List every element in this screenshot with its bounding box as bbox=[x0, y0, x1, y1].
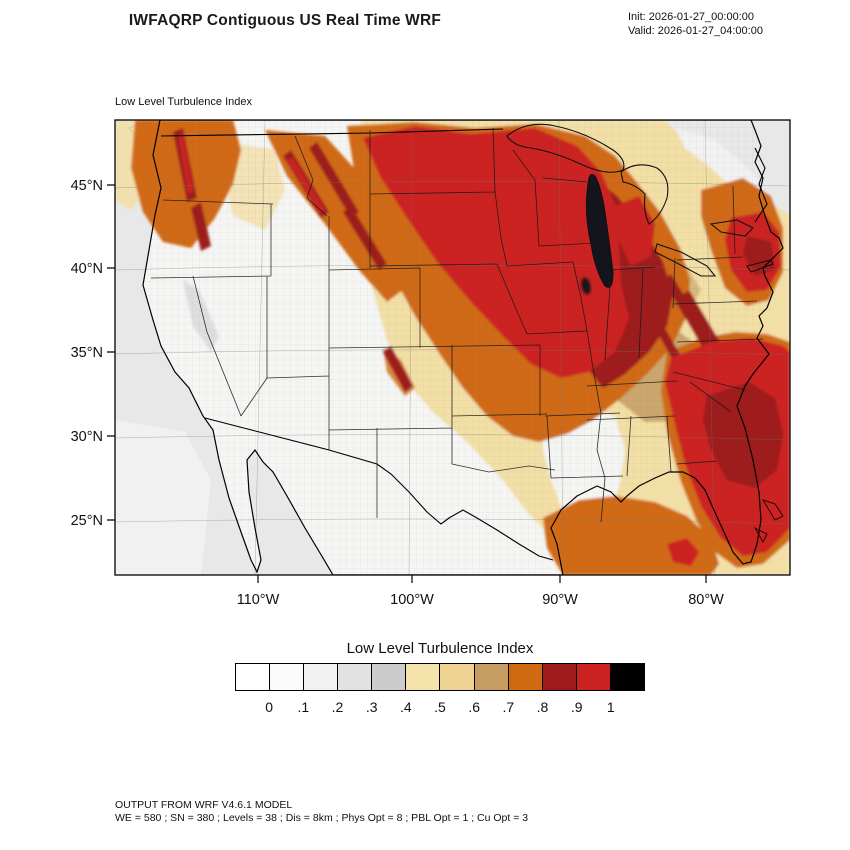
footer-line2: WE = 580 ; SN = 380 ; Levels = 38 ; Dis … bbox=[115, 812, 529, 824]
colorbar-tick-label: .9 bbox=[570, 699, 583, 715]
great-lakes bbox=[506, 123, 754, 288]
map-svg: 45°N 40°N 35°N 30°N 25°N 110°W 100°W 90°… bbox=[71, 119, 791, 608]
state-borders bbox=[150, 127, 764, 523]
colorbar-tick-label: .7 bbox=[502, 699, 515, 715]
colorbar-tick-label: .1 bbox=[297, 699, 310, 715]
colorbar-cell bbox=[405, 663, 441, 691]
x-tick-label: 80°W bbox=[688, 592, 724, 608]
y-tick-label: 30°N bbox=[71, 429, 103, 445]
colorbar-tick-label: .4 bbox=[399, 699, 412, 715]
y-tick-label: 35°N bbox=[71, 345, 103, 361]
colorbar-tick-label: .6 bbox=[468, 699, 480, 715]
lake-huron-outline bbox=[620, 164, 669, 225]
lake-erie-outline bbox=[654, 243, 717, 277]
axis-ticks bbox=[107, 184, 707, 583]
colorbar-cell bbox=[473, 663, 509, 691]
colorbar-cell bbox=[235, 663, 271, 691]
x-tick-label: 100°W bbox=[390, 592, 434, 608]
valid-time: Valid: 2026-01-27_04:00:00 bbox=[628, 25, 763, 37]
colorbar-cell bbox=[269, 663, 305, 691]
y-tick-label: 25°N bbox=[71, 513, 103, 529]
colorbar-cell bbox=[337, 663, 373, 691]
colorbar-tick-label: .5 bbox=[434, 699, 446, 715]
colorbar-tick-label: 1 bbox=[606, 699, 615, 715]
lake-michigan bbox=[585, 173, 614, 288]
lake-ontario-outline bbox=[709, 219, 754, 237]
colorbar-cell bbox=[609, 663, 645, 691]
page-title: IWFAQRP Contiguous US Real Time WRF bbox=[128, 12, 442, 29]
colorbar-cell bbox=[303, 663, 339, 691]
colorbar-labels: 0 .1 .2 .3 .4 .5 .6 .7 .8 .9 1 bbox=[235, 699, 645, 721]
colorbar-tick-label: 0 bbox=[265, 699, 274, 715]
colorbar-cell bbox=[439, 663, 475, 691]
colorbar-title: Low Level Turbulence Index bbox=[346, 640, 534, 657]
colorbar-block: Low Level Turbulence Index 0 .1 .2 .3 .4 .5 .6… bbox=[0, 640, 850, 721]
colorbar-cell bbox=[371, 663, 407, 691]
y-tick-label: 40°N bbox=[71, 261, 103, 277]
colorbar-cell bbox=[575, 663, 611, 691]
map-panel-label: Low Level Turbulence Index bbox=[115, 96, 252, 108]
map-figure: 45°N 40°N 35°N 30°N 25°N 110°W 100°W 90°… bbox=[0, 115, 850, 620]
x-tick-label: 90°W bbox=[542, 592, 578, 608]
colorbar-cell bbox=[507, 663, 543, 691]
y-tick-label: 45°N bbox=[71, 178, 103, 194]
run-info: Init: 2026-01-27_00:00:00 Valid: 2026-01… bbox=[628, 10, 763, 38]
coastline-borders bbox=[142, 120, 784, 575]
colorbar-cell bbox=[541, 663, 577, 691]
colorbar-tick-label: .8 bbox=[536, 699, 549, 715]
colorbar-tick-label: .3 bbox=[365, 699, 378, 715]
x-tick-label: 110°W bbox=[237, 592, 280, 608]
axis-labels: 45°N 40°N 35°N 30°N 25°N 110°W 100°W 90°… bbox=[71, 178, 725, 608]
model-footer: OUTPUT FROM WRF V4.6.1 MODEL WE = 580 ; … bbox=[115, 799, 528, 825]
map-content bbox=[115, 120, 790, 575]
colorbar bbox=[235, 663, 645, 691]
colorbar-tick-label: .2 bbox=[331, 699, 344, 715]
map-frame bbox=[114, 119, 791, 576]
footer-line1: OUTPUT FROM WRF V4.6.1 MODEL bbox=[115, 799, 293, 811]
init-time: Init: 2026-01-27_00:00:00 bbox=[628, 11, 754, 23]
